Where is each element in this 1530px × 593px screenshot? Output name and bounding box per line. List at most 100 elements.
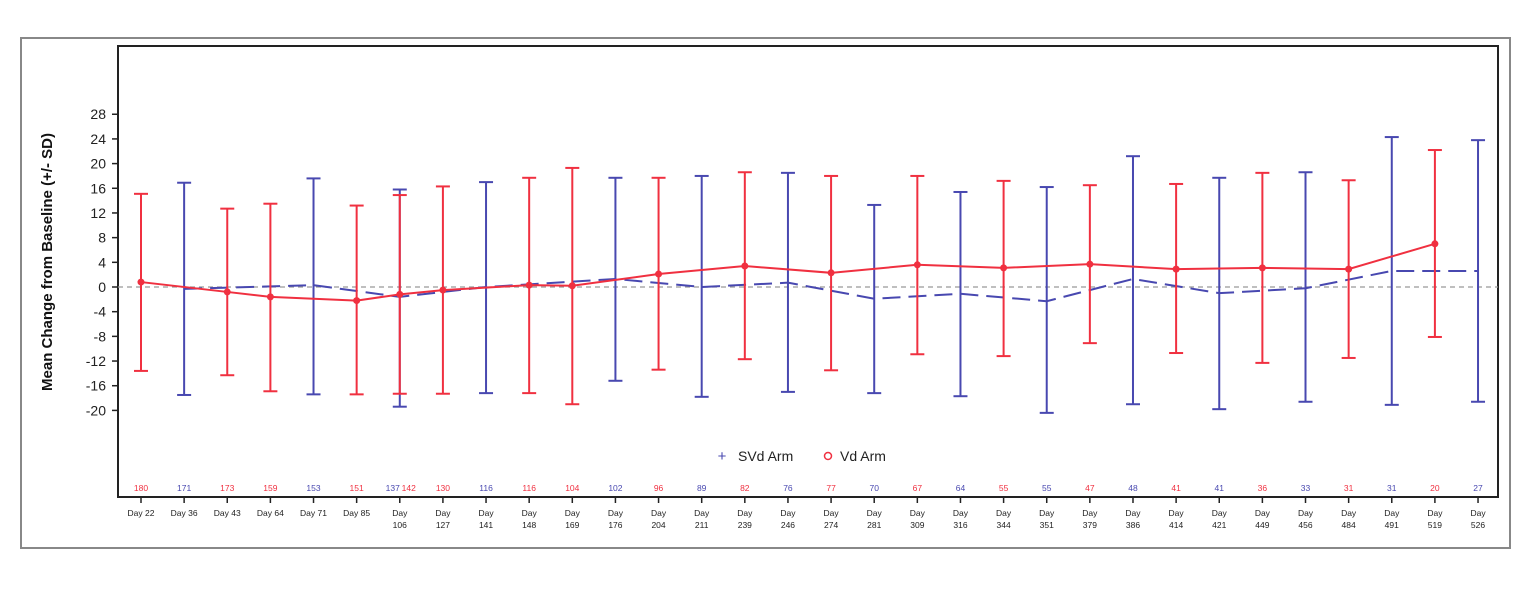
n-count-label: 55: [999, 483, 1009, 493]
y-axis: 28 24 20 16 12 8 4 0 -4 -8 -12 -16 -20: [86, 106, 118, 418]
x-tick-label: Day 491: [1384, 508, 1400, 530]
n-count-label: 55: [1042, 483, 1052, 493]
x-tick-label: Day 246: [780, 508, 796, 530]
n-count-label: 67: [913, 483, 923, 493]
data-point: [137, 278, 145, 286]
x-axis: Day 22 Day 36 Day 43 Day 64 Day 71 Day 85 Day 1…: [128, 483, 1487, 530]
x-tick-label: Day 456: [1298, 508, 1314, 530]
x-tick-label: Day 22: [128, 508, 155, 518]
n-count-label: 171: [177, 483, 191, 493]
n-count-label: 77: [826, 483, 836, 493]
n-count-label: 36: [1258, 483, 1268, 493]
y-tick-label: 20: [90, 156, 106, 172]
n-count-label: 173: [220, 483, 234, 493]
n-count-label: 76: [783, 483, 793, 493]
x-tick-label: Day 85: [343, 508, 370, 518]
n-count-label: 151: [350, 483, 364, 493]
x-tick-label: Day 71: [300, 508, 327, 518]
plot-frame: [117, 45, 1499, 498]
legend: + SVd Arm Vd Arm: [718, 448, 886, 465]
data-point: [439, 286, 447, 294]
data-point: [1258, 264, 1266, 272]
data-point: [913, 261, 921, 269]
outer-frame: [20, 37, 1511, 549]
x-tick-label: Day 141: [478, 508, 494, 530]
data-point: [1172, 265, 1180, 273]
data-point: [223, 288, 231, 296]
n-count-label: 142: [402, 483, 416, 493]
x-tick-label: Day 351: [1039, 508, 1055, 530]
x-tick-label: Day 176: [608, 508, 624, 530]
x-tick-label: Day 484: [1341, 508, 1357, 530]
x-tick-label: Day 449: [1255, 508, 1271, 530]
n-count-label: 27: [1473, 483, 1483, 493]
n-count-label: 48: [1128, 483, 1138, 493]
n-count-label: 159: [263, 483, 277, 493]
x-tick-label: Day 379: [1082, 508, 1098, 530]
x-tick-label: Day 148: [522, 508, 538, 530]
x-tick-label: Day 43: [214, 508, 241, 518]
y-tick-label: -12: [86, 353, 106, 369]
x-tick-label: Day 421: [1212, 508, 1228, 530]
x-tick-label: Day 211: [694, 508, 710, 530]
y-tick-label: 4: [98, 254, 106, 270]
y-tick-label: -16: [86, 378, 106, 394]
x-tick-label: Day 316: [953, 508, 969, 530]
y-tick-label: 12: [90, 205, 106, 221]
x-tick-label: Day 127: [435, 508, 451, 530]
x-tick-label: Day 169: [565, 508, 581, 530]
n-count-label: 153: [306, 483, 320, 493]
x-tick-label: Day 386: [1125, 508, 1141, 530]
n-count-label: 64: [956, 483, 966, 493]
y-tick-label: 16: [90, 180, 106, 196]
x-tick-label: Day 519: [1427, 508, 1443, 530]
data-point: [741, 262, 749, 270]
plot-marks: [118, 136, 1498, 414]
y-tick-label: 24: [90, 131, 106, 147]
data-point: [353, 297, 361, 305]
y-tick-label: -20: [86, 402, 106, 418]
legend-svd-marker-icon: +: [718, 448, 727, 465]
legend-vd-marker-icon: [823, 451, 833, 461]
n-count-label: 47: [1085, 483, 1095, 493]
data-point: [1086, 260, 1094, 268]
x-tick-label: Day 106: [392, 508, 408, 530]
y-tick-label: 28: [90, 106, 106, 122]
y-tick-label: 8: [98, 230, 106, 246]
n-count-label: 116: [522, 483, 536, 493]
n-count-label: 33: [1301, 483, 1311, 493]
data-point: [266, 293, 274, 301]
n-count-label: 20: [1430, 483, 1440, 493]
data-point: [525, 281, 533, 289]
n-count-label: 116: [479, 483, 493, 493]
y-tick-label: -4: [94, 304, 107, 320]
n-count-label: 41: [1215, 483, 1225, 493]
n-count-label: 96: [654, 483, 664, 493]
n-count-label: 89: [697, 483, 707, 493]
n-count-label: 31: [1344, 483, 1354, 493]
x-tick-label: Day 526: [1470, 508, 1486, 530]
n-count-label: 104: [565, 483, 579, 493]
legend-vd-label: Vd Arm: [840, 448, 886, 464]
data-point: [1000, 264, 1008, 272]
legend-svd-label: SVd Arm: [738, 448, 793, 464]
x-tick-label: Day 204: [651, 508, 667, 530]
n-count-label: 130: [436, 483, 450, 493]
data-point: [396, 290, 404, 298]
y-axis-label: Mean Change from Baseline (+/- SD): [39, 133, 56, 391]
x-tick-label: Day 281: [867, 508, 883, 530]
data-point: [655, 270, 663, 278]
x-tick-label: Day 309: [910, 508, 926, 530]
vd-mean-line: [140, 242, 1436, 302]
data-point: [1345, 265, 1353, 273]
y-tick-label: -8: [94, 328, 107, 344]
data-point: [827, 269, 835, 277]
x-tick-label: Day 239: [737, 508, 753, 530]
n-count-label: 70: [869, 483, 879, 493]
y-tick-label: 0: [98, 279, 106, 295]
x-tick-label: Day 64: [257, 508, 284, 518]
n-count-label: 31: [1387, 483, 1397, 493]
x-tick-label: Day 344: [996, 508, 1012, 530]
